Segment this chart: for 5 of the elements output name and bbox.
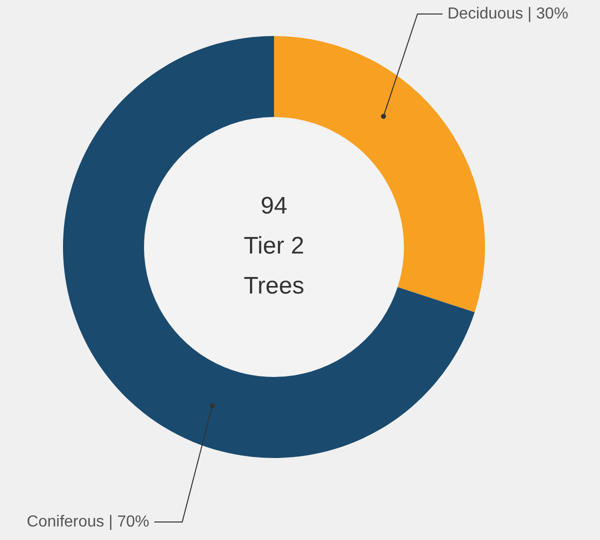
slice-label: Deciduous | 30% xyxy=(447,5,568,22)
text: Trees xyxy=(244,272,304,300)
text: Tier 2 xyxy=(244,232,304,260)
slice-label: Coniferous | 70% xyxy=(26,513,150,530)
text: 94 xyxy=(260,192,288,220)
